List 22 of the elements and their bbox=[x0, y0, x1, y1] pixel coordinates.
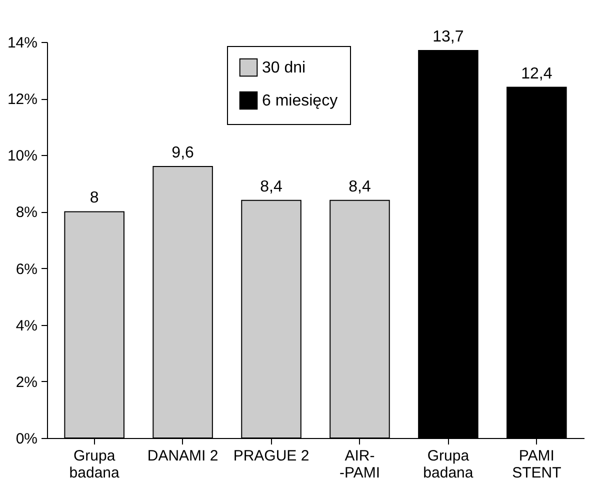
y-tick-label: 14% bbox=[7, 34, 38, 52]
y-tick-label: 6% bbox=[16, 260, 38, 278]
data-label: 13,7 bbox=[432, 28, 464, 46]
legend-label: 30 dni bbox=[262, 60, 306, 76]
x-tick-label: PAMI STENT bbox=[512, 448, 562, 482]
y-tick-label: 2% bbox=[16, 374, 38, 391]
y-tick-label: 8% bbox=[16, 204, 38, 222]
legend-label: 6 miesięcy bbox=[262, 92, 338, 110]
x-tick-label: Grupa badana bbox=[423, 448, 474, 482]
x-tick-label: AIR- -PAMI bbox=[339, 448, 380, 482]
y-tick-label: 10% bbox=[7, 148, 38, 165]
data-label: 12,4 bbox=[521, 65, 552, 82]
data-label: 8,4 bbox=[260, 178, 282, 196]
x-tick-label: PRAGUE 2 bbox=[233, 448, 310, 464]
data-label: 9,6 bbox=[172, 144, 194, 162]
y-tick-label: 4% bbox=[16, 317, 38, 334]
y-tick-label: 12% bbox=[7, 91, 38, 108]
x-tick-label: Grupa badana bbox=[69, 448, 120, 482]
data-label: 8,4 bbox=[348, 178, 371, 196]
y-tick-label: 0% bbox=[16, 430, 38, 448]
data-label: 8 bbox=[90, 190, 99, 207]
x-tick-label: DANAMI 2 bbox=[147, 448, 218, 464]
